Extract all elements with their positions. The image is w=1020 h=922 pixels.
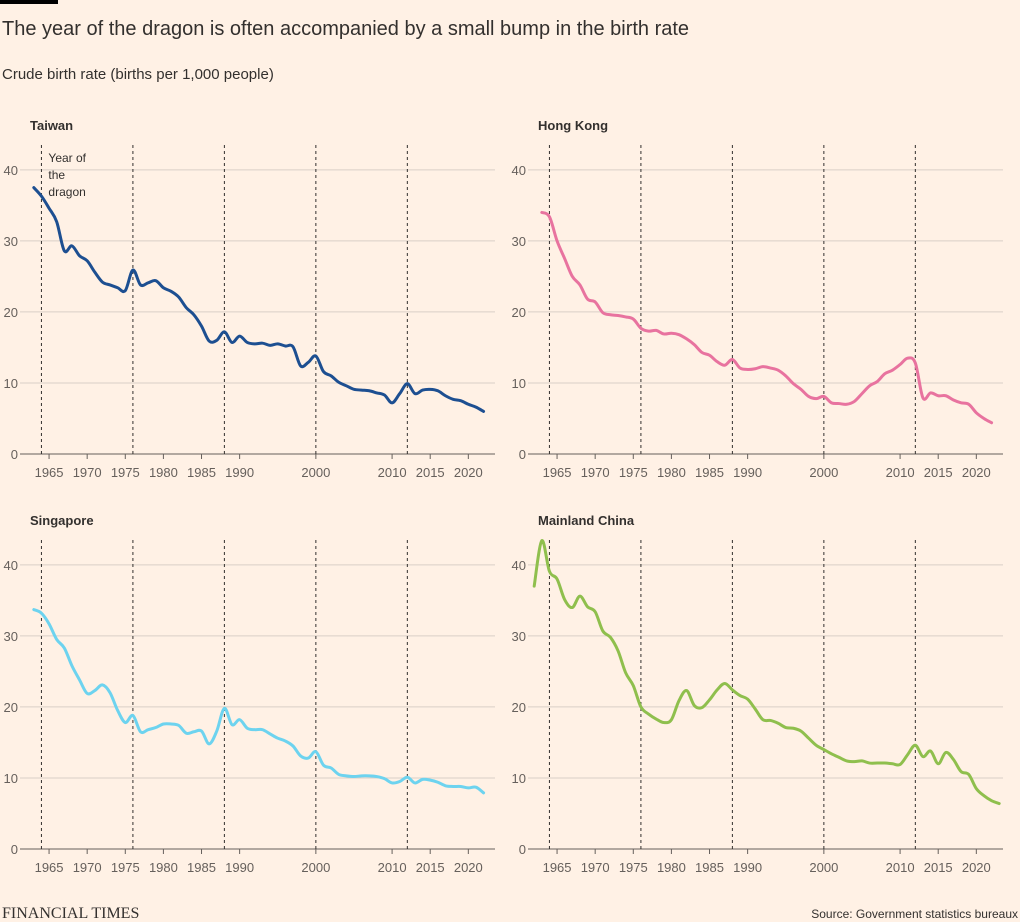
x-tick-label: 1965	[35, 860, 64, 875]
data-line	[32, 608, 486, 795]
x-tick-label: 1990	[225, 465, 254, 480]
x-tick-label: 2020	[962, 860, 991, 875]
x-tick-label: 2000	[809, 465, 838, 480]
y-tick-label: 0	[11, 447, 18, 462]
y-tick-label: 30	[4, 629, 18, 644]
chart-title: The year of the dragon is often accompan…	[2, 18, 689, 40]
x-tick-label: 1985	[695, 860, 724, 875]
x-tick-label: 2010	[378, 465, 407, 480]
annotation: the	[48, 168, 65, 182]
x-tick-label: 2000	[809, 860, 838, 875]
panel-title: Singapore	[30, 513, 94, 528]
x-tick-label: 1970	[581, 860, 610, 875]
x-tick-label: 1970	[73, 860, 102, 875]
data-line	[532, 539, 1001, 806]
y-tick-label: 20	[4, 305, 18, 320]
y-tick-label: 40	[4, 163, 18, 178]
x-tick-label: 1980	[149, 465, 178, 480]
x-tick-label: 2010	[378, 860, 407, 875]
y-tick-label: 40	[4, 558, 18, 573]
x-tick-label: 1975	[619, 860, 648, 875]
y-tick-label: 0	[519, 447, 526, 462]
x-tick-label: 2015	[416, 465, 445, 480]
y-tick-label: 20	[4, 700, 18, 715]
y-tick-label: 30	[512, 629, 526, 644]
y-tick-label: 0	[11, 842, 18, 857]
x-tick-label: 1970	[73, 465, 102, 480]
y-tick-label: 40	[512, 163, 526, 178]
y-tick-label: 10	[512, 771, 526, 786]
x-tick-label: 1980	[657, 465, 686, 480]
source: Source: Government statistics bureaux	[811, 907, 1018, 921]
brand-bar	[0, 0, 58, 4]
x-tick-label: 1975	[111, 465, 140, 480]
x-tick-label: 1990	[225, 860, 254, 875]
y-tick-label: 30	[512, 234, 526, 249]
x-tick-label: 2010	[886, 860, 915, 875]
chart-subtitle: Crude birth rate (births per 1,000 peopl…	[2, 66, 274, 83]
x-tick-label: 1985	[695, 465, 724, 480]
x-tick-label: 2015	[924, 860, 953, 875]
x-tick-label: 1980	[149, 860, 178, 875]
data-line	[540, 210, 994, 425]
x-tick-label: 1980	[657, 860, 686, 875]
data-line	[32, 186, 486, 413]
x-tick-label: 2020	[454, 860, 483, 875]
y-tick-label: 10	[512, 376, 526, 391]
x-tick-label: 1975	[111, 860, 140, 875]
panel-title: Mainland China	[538, 513, 635, 528]
x-tick-label: 2010	[886, 465, 915, 480]
x-tick-label: 1990	[733, 860, 762, 875]
y-tick-label: 20	[512, 700, 526, 715]
brand: FINANCIAL TIMES	[2, 905, 139, 922]
x-tick-label: 1990	[733, 465, 762, 480]
y-tick-label: 0	[519, 842, 526, 857]
x-tick-label: 1965	[543, 465, 572, 480]
x-tick-label: 2000	[301, 465, 330, 480]
x-tick-label: 2020	[962, 465, 991, 480]
x-tick-label: 1985	[187, 860, 216, 875]
x-tick-label: 1985	[187, 465, 216, 480]
y-tick-label: 10	[4, 376, 18, 391]
x-tick-label: 2020	[454, 465, 483, 480]
x-tick-label: 2015	[924, 465, 953, 480]
annotation: Year of	[48, 151, 86, 165]
x-tick-label: 1975	[619, 465, 648, 480]
y-tick-label: 30	[4, 234, 18, 249]
y-tick-label: 10	[4, 771, 18, 786]
x-tick-label: 2015	[416, 860, 445, 875]
y-tick-label: 40	[512, 558, 526, 573]
x-tick-label: 1965	[543, 860, 572, 875]
y-tick-label: 20	[512, 305, 526, 320]
panel-title: Taiwan	[30, 118, 73, 133]
x-tick-label: 2000	[301, 860, 330, 875]
annotation: dragon	[48, 185, 85, 199]
x-tick-label: 1970	[581, 465, 610, 480]
panel-title: Hong Kong	[538, 118, 608, 133]
x-tick-label: 1965	[35, 465, 64, 480]
